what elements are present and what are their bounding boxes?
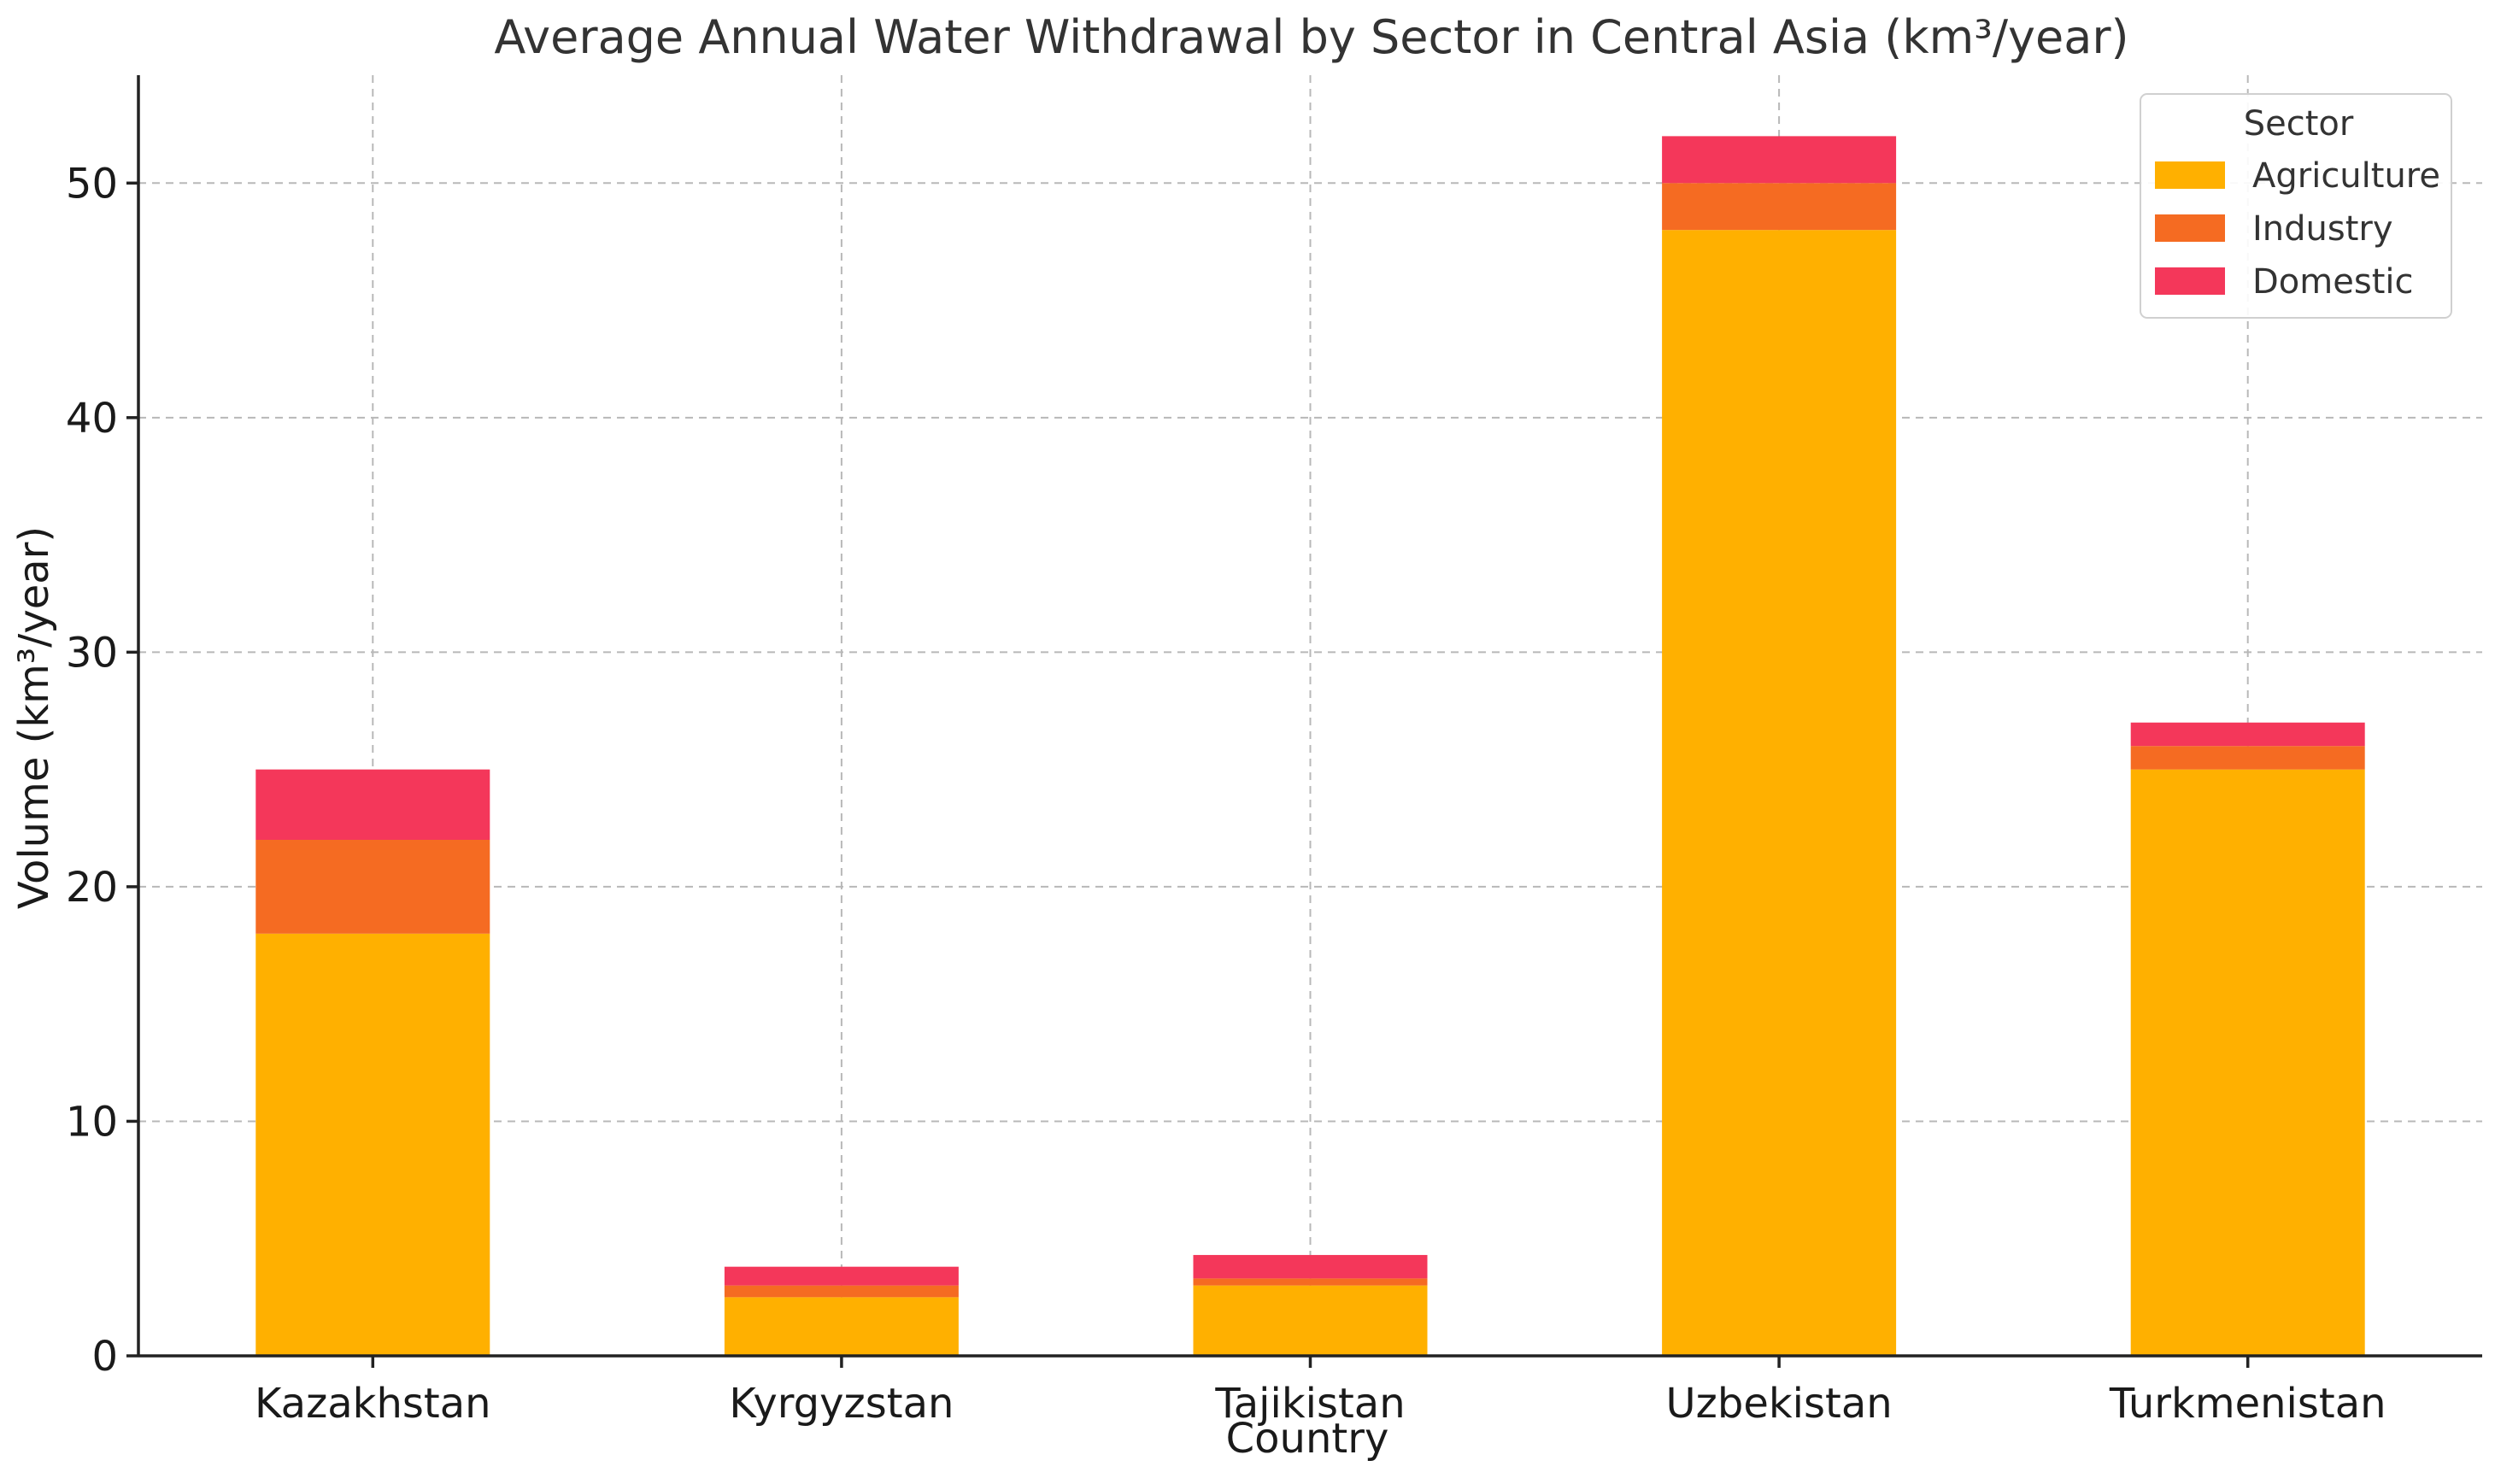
bar-turkmenistan-agriculture <box>2130 769 2365 1356</box>
bar-tajikistan-industry <box>1193 1278 1428 1286</box>
legend-label-domestic: Domestic <box>2252 262 2413 302</box>
y-tick-label-10: 10 <box>66 1098 118 1146</box>
legend-swatch-industry <box>2155 214 2225 242</box>
y-tick-label-20: 20 <box>66 864 118 912</box>
y-tick-label-40: 40 <box>66 395 118 443</box>
bar-uzbekistan-industry <box>1662 183 1897 231</box>
bar-tajikistan-domestic <box>1193 1254 1428 1279</box>
y-axis-label: Volume (km³/year) <box>10 526 58 909</box>
bar-kyrgyzstan-agriculture <box>724 1297 959 1356</box>
bar-turkmenistan-domestic <box>2130 722 2365 747</box>
bar-kazakhstan-agriculture <box>255 933 490 1356</box>
x-tick-label-uzbekistan: Uzbekistan <box>1666 1380 1893 1428</box>
legend: Sector Agriculture Industry Domestic <box>2140 93 2452 319</box>
bar-turkmenistan-industry <box>2130 746 2365 770</box>
bar-tajikistan-agriculture <box>1193 1285 1428 1356</box>
legend-title: Sector <box>2244 104 2354 144</box>
grid-layer <box>138 75 2482 1356</box>
labels-layer: Average Annual Water Withdrawal by Secto… <box>10 10 2129 1463</box>
bar-kazakhstan-domestic <box>255 769 490 841</box>
legend-box <box>2140 93 2452 319</box>
legend-label-agriculture: Agriculture <box>2252 156 2440 196</box>
legend-entries: Agriculture Industry Domestic <box>2155 156 2440 302</box>
axes-layer: 0 10 20 30 40 50 Kazakhstan Kyrgyzstan Tajikista… <box>66 75 2482 1428</box>
x-tick-label-tajikistan: Tajikistan <box>1214 1380 1405 1428</box>
x-tick-label-kyrgyzstan: Kyrgyzstan <box>729 1380 954 1428</box>
legend-label-industry: Industry <box>2252 209 2393 249</box>
x-axis-label: Country <box>1226 1415 1389 1463</box>
y-tick-label-0: 0 <box>91 1333 118 1381</box>
bar-kyrgyzstan-industry <box>724 1285 959 1298</box>
bar-kyrgyzstan-domestic <box>724 1266 959 1286</box>
bars-layer <box>255 136 2365 1357</box>
chart-title: Average Annual Water Withdrawal by Secto… <box>494 10 2128 64</box>
x-tick-label-kazakhstan: Kazakhstan <box>255 1380 491 1428</box>
y-tick-label-50: 50 <box>66 160 118 208</box>
x-tick-label-turkmenistan: Turkmenistan <box>2109 1380 2386 1428</box>
y-tick-label-30: 30 <box>66 629 118 677</box>
legend-swatch-agriculture <box>2155 161 2225 189</box>
bar-uzbekistan-domestic <box>1662 136 1897 184</box>
legend-swatch-domestic <box>2155 267 2225 295</box>
bar-kazakhstan-industry <box>255 840 490 934</box>
bar-uzbekistan-agriculture <box>1662 230 1897 1357</box>
